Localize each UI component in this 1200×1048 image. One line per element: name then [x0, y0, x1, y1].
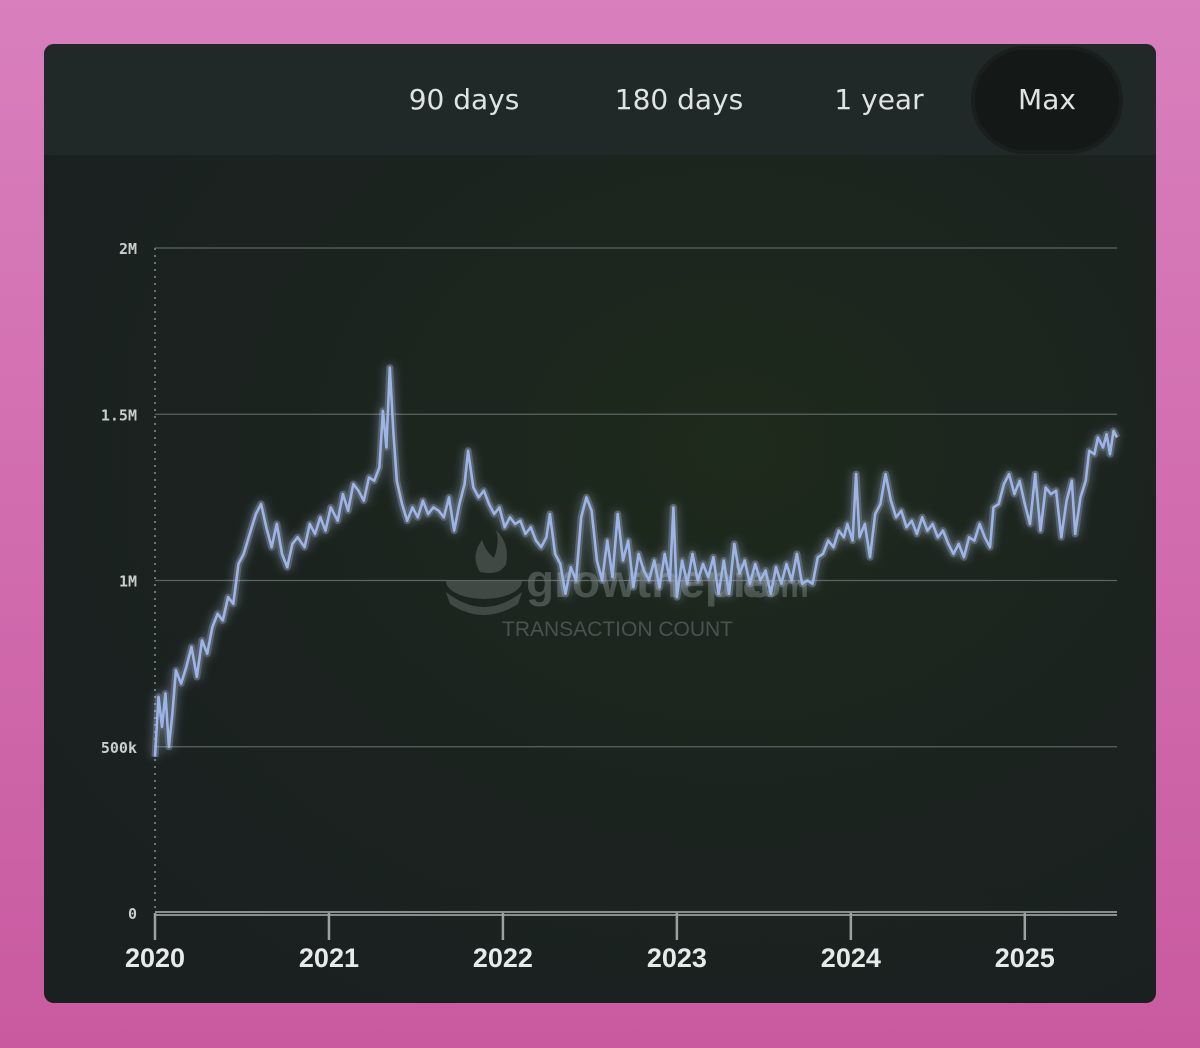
x-axis: 2020 2021 2022 2023 2024 2025: [125, 911, 1117, 973]
tab-180-days[interactable]: 180 days: [614, 83, 744, 116]
series-line: [153, 366, 1119, 757]
tab-1-year[interactable]: 1 year: [834, 83, 924, 116]
y-tick-label: 1.5M: [101, 406, 137, 424]
x-tick-label: 2022: [473, 943, 533, 973]
transaction-count-chart: growthepie .com TRANSACTION COUNT 0500k1…: [101, 240, 1121, 973]
y-tick-label: 500k: [101, 739, 137, 757]
tab-90-days[interactable]: 90 days: [408, 83, 520, 116]
y-tick-label: 0: [128, 905, 137, 923]
x-tick-label: 2021: [299, 943, 359, 973]
y-axis-labels: 0 500k 1M 1.5M 2M: [101, 240, 137, 923]
chart-card: 90 days 180 days 1 year Max growthepie .…: [44, 44, 1156, 1003]
x-tick-label: 2024: [821, 943, 881, 973]
x-tick-label: 2020: [125, 943, 185, 973]
x-tick-label: 2025: [995, 943, 1055, 973]
y-tick-label: 1M: [119, 573, 137, 591]
x-tick-label: 2023: [647, 943, 707, 973]
growthepie-logo-icon: [446, 530, 522, 615]
y-tick-label: 2M: [119, 240, 137, 258]
timeframe-tabs: 90 days 180 days 1 year Max: [44, 44, 1156, 155]
tab-max[interactable]: Max: [975, 50, 1119, 150]
watermark-subtitle: TRANSACTION COUNT: [502, 618, 733, 641]
